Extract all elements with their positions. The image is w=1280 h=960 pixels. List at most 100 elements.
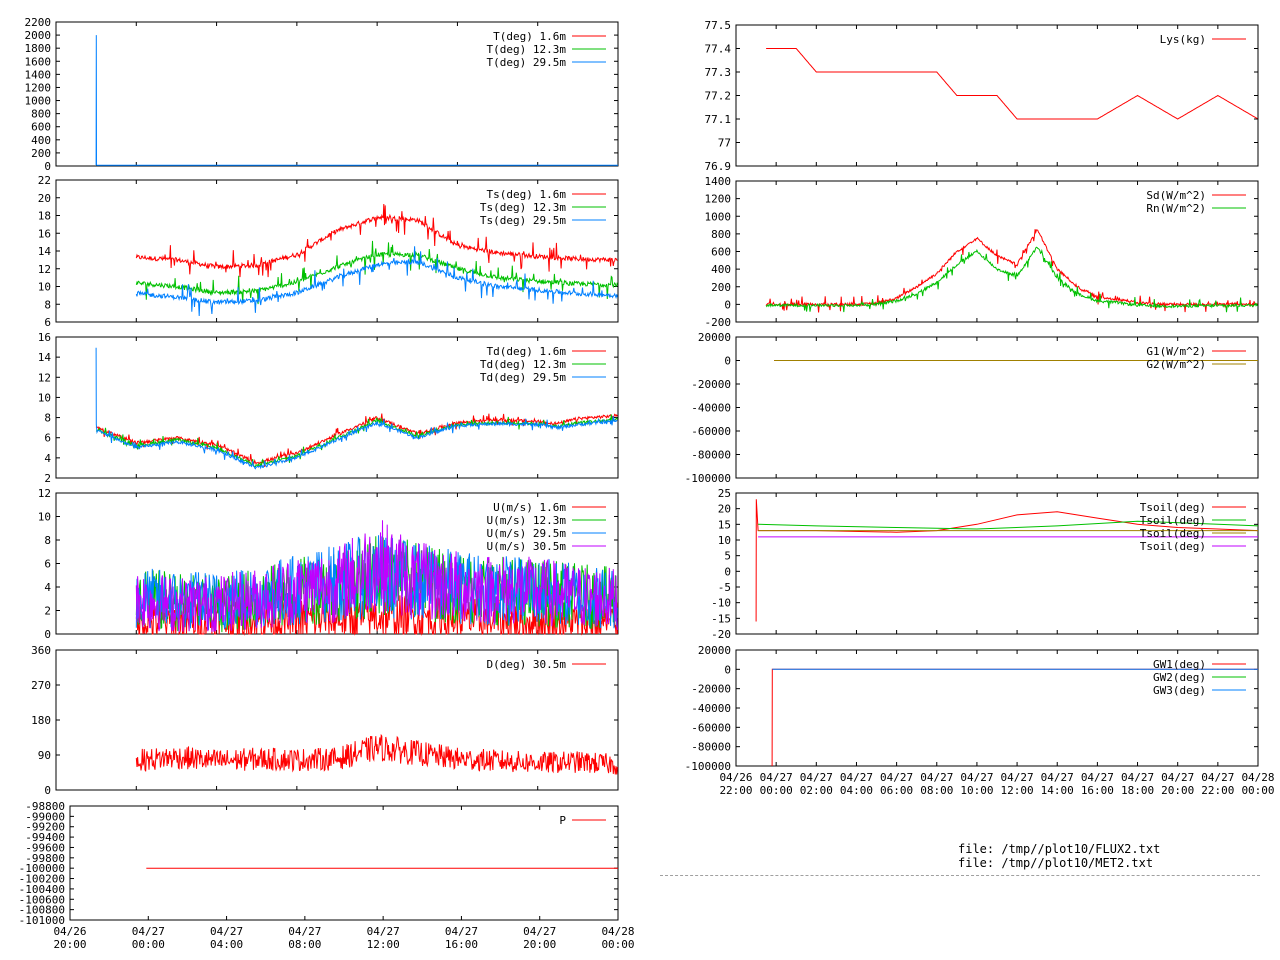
y-tick-label: -15 [711, 612, 731, 625]
x-tick-date: 04/27 [1161, 771, 1194, 784]
legend-label: Tsoil(deg) [1140, 501, 1206, 514]
x-tick-time: 08:00 [920, 784, 953, 797]
y-tick-label: -99800 [25, 852, 65, 865]
chart-panel-u: 0 2 4 6 8 10 12 U(m/s) 1.6mU(m/s) 12.3mU(m/s) 2… [38, 487, 619, 641]
y-tick-label: 1200 [705, 193, 732, 206]
plot-frame [735, 492, 1259, 635]
x-tick-time: 22:00 [719, 784, 752, 797]
legend-label: Rn(W/m^2) [1146, 202, 1206, 215]
y-tick-label: 600 [711, 246, 731, 259]
file-label-met: file: /tmp//plot10/MET2.txt [958, 856, 1154, 870]
y-tick-label: -101000 [19, 914, 65, 927]
y-tick-label: 20000 [698, 331, 731, 344]
y-tick-label: -10 [711, 597, 731, 610]
y-tick-label: 14 [38, 245, 52, 258]
plot-frame [55, 336, 619, 479]
series-line-t-2 [95, 35, 618, 166]
chart-panel-d: 0 90 180 270 360 D(deg) 30.5m [31, 644, 619, 797]
y-tick-label: 600 [31, 121, 51, 134]
y-tick-label: -99200 [25, 821, 65, 834]
y-tick-label: 12 [38, 487, 51, 500]
legend-label: G2(W/m^2) [1146, 358, 1206, 371]
x-tick-date: 04/27 [1001, 771, 1034, 784]
legend-label: Ts(deg) 12.3m [480, 201, 566, 214]
x-tick-time: 04:00 [210, 938, 243, 951]
x-tick-time: 20:00 [1161, 784, 1194, 797]
legend-label: Tsoil(deg) [1140, 540, 1206, 553]
x-tick-date: 04/27 [760, 771, 793, 784]
y-tick-label: -100000 [19, 862, 65, 875]
y-tick-label: 8 [44, 534, 51, 547]
x-tick-date: 04/27 [1121, 771, 1154, 784]
y-tick-label: -99000 [25, 810, 65, 823]
x-tick-time: 00:00 [1241, 784, 1274, 797]
y-tick-label: 2 [44, 605, 51, 618]
y-tick-label: -40000 [691, 702, 731, 715]
y-tick-label: 20 [718, 503, 731, 516]
y-tick-label: 77.2 [705, 90, 732, 103]
x-tick-date: 04/27 [840, 771, 873, 784]
plot-frame [55, 21, 619, 167]
y-tick-label: 6 [44, 432, 51, 445]
y-tick-label: -98800 [25, 800, 65, 813]
y-tick-label: 6 [44, 558, 51, 571]
y-tick-label: 12 [38, 263, 51, 276]
y-tick-label: 800 [711, 228, 731, 241]
x-tick-date: 04/28 [601, 925, 634, 938]
x-tick-time: 04:00 [840, 784, 873, 797]
y-tick-label: 18 [38, 210, 51, 223]
series-line-sd-1 [765, 246, 1258, 313]
x-tick-date: 04/26 [53, 925, 86, 938]
plot-frame [69, 805, 619, 921]
y-tick-label: 14 [38, 351, 52, 364]
y-tick-label: 20000 [698, 644, 731, 657]
x-tick-time: 00:00 [132, 938, 165, 951]
y-tick-label: 0 [44, 628, 51, 641]
x-tick-time: 06:00 [880, 784, 913, 797]
separator-dashed-line [660, 875, 1260, 876]
y-tick-label: 1000 [705, 210, 732, 223]
chart-panel-g: -100000 -80000 -60000 -40000 -20000 0 20000 G1(… [685, 331, 1259, 485]
legend-label: Sd(W/m^2) [1146, 189, 1206, 202]
y-tick-label: -100600 [19, 893, 65, 906]
y-tick-label: -100000 [685, 760, 731, 773]
y-tick-label: 200 [711, 281, 731, 294]
file-label-flux: file: /tmp//plot10/FLUX2.txt [958, 842, 1161, 856]
y-tick-label: 2 [44, 472, 51, 485]
y-tick-label: -5 [718, 581, 731, 594]
y-tick-label: 10 [38, 511, 51, 524]
legend-label: Ts(deg) 29.5m [480, 214, 566, 227]
legend-label: Td(deg) 29.5m [480, 371, 566, 384]
series-line-ts-2 [135, 246, 618, 317]
x-tick-time: 12:00 [1001, 784, 1034, 797]
y-tick-label: 1400 [25, 68, 52, 81]
y-tick-label: -40000 [691, 402, 731, 415]
y-tick-label: 12 [38, 371, 51, 384]
y-tick-label: 1000 [25, 95, 52, 108]
x-tick-date: 04/27 [960, 771, 993, 784]
legend-label: GW1(deg) [1153, 658, 1206, 671]
y-tick-label: -100200 [19, 873, 65, 886]
y-tick-label: -60000 [691, 425, 731, 438]
x-tick-time: 18:00 [1121, 784, 1154, 797]
series-line-td-2 [95, 347, 618, 470]
chart-panel-t: 0200400600800100012001400160018002000220… [25, 16, 619, 173]
y-tick-label: 1600 [25, 55, 52, 68]
legend-label: GW3(deg) [1153, 684, 1206, 697]
series-line-tsoil-1 [758, 520, 1259, 530]
y-tick-label: -20000 [691, 378, 731, 391]
legend-label: Td(deg) 1.6m [487, 345, 567, 358]
y-tick-label: 1400 [705, 175, 732, 188]
y-tick-label: 10 [38, 391, 51, 404]
legend-label: U(m/s) 29.5m [487, 527, 567, 540]
y-tick-label: 0 [44, 160, 51, 173]
chart-panel-p: -101000-100800-100600-100400-100200-1000… [19, 800, 635, 951]
x-tick-date: 04/27 [210, 925, 243, 938]
y-tick-label: 77.3 [705, 66, 732, 79]
x-tick-time: 02:00 [800, 784, 833, 797]
y-tick-label: 76.9 [705, 160, 732, 173]
y-tick-label: 4 [44, 452, 51, 465]
